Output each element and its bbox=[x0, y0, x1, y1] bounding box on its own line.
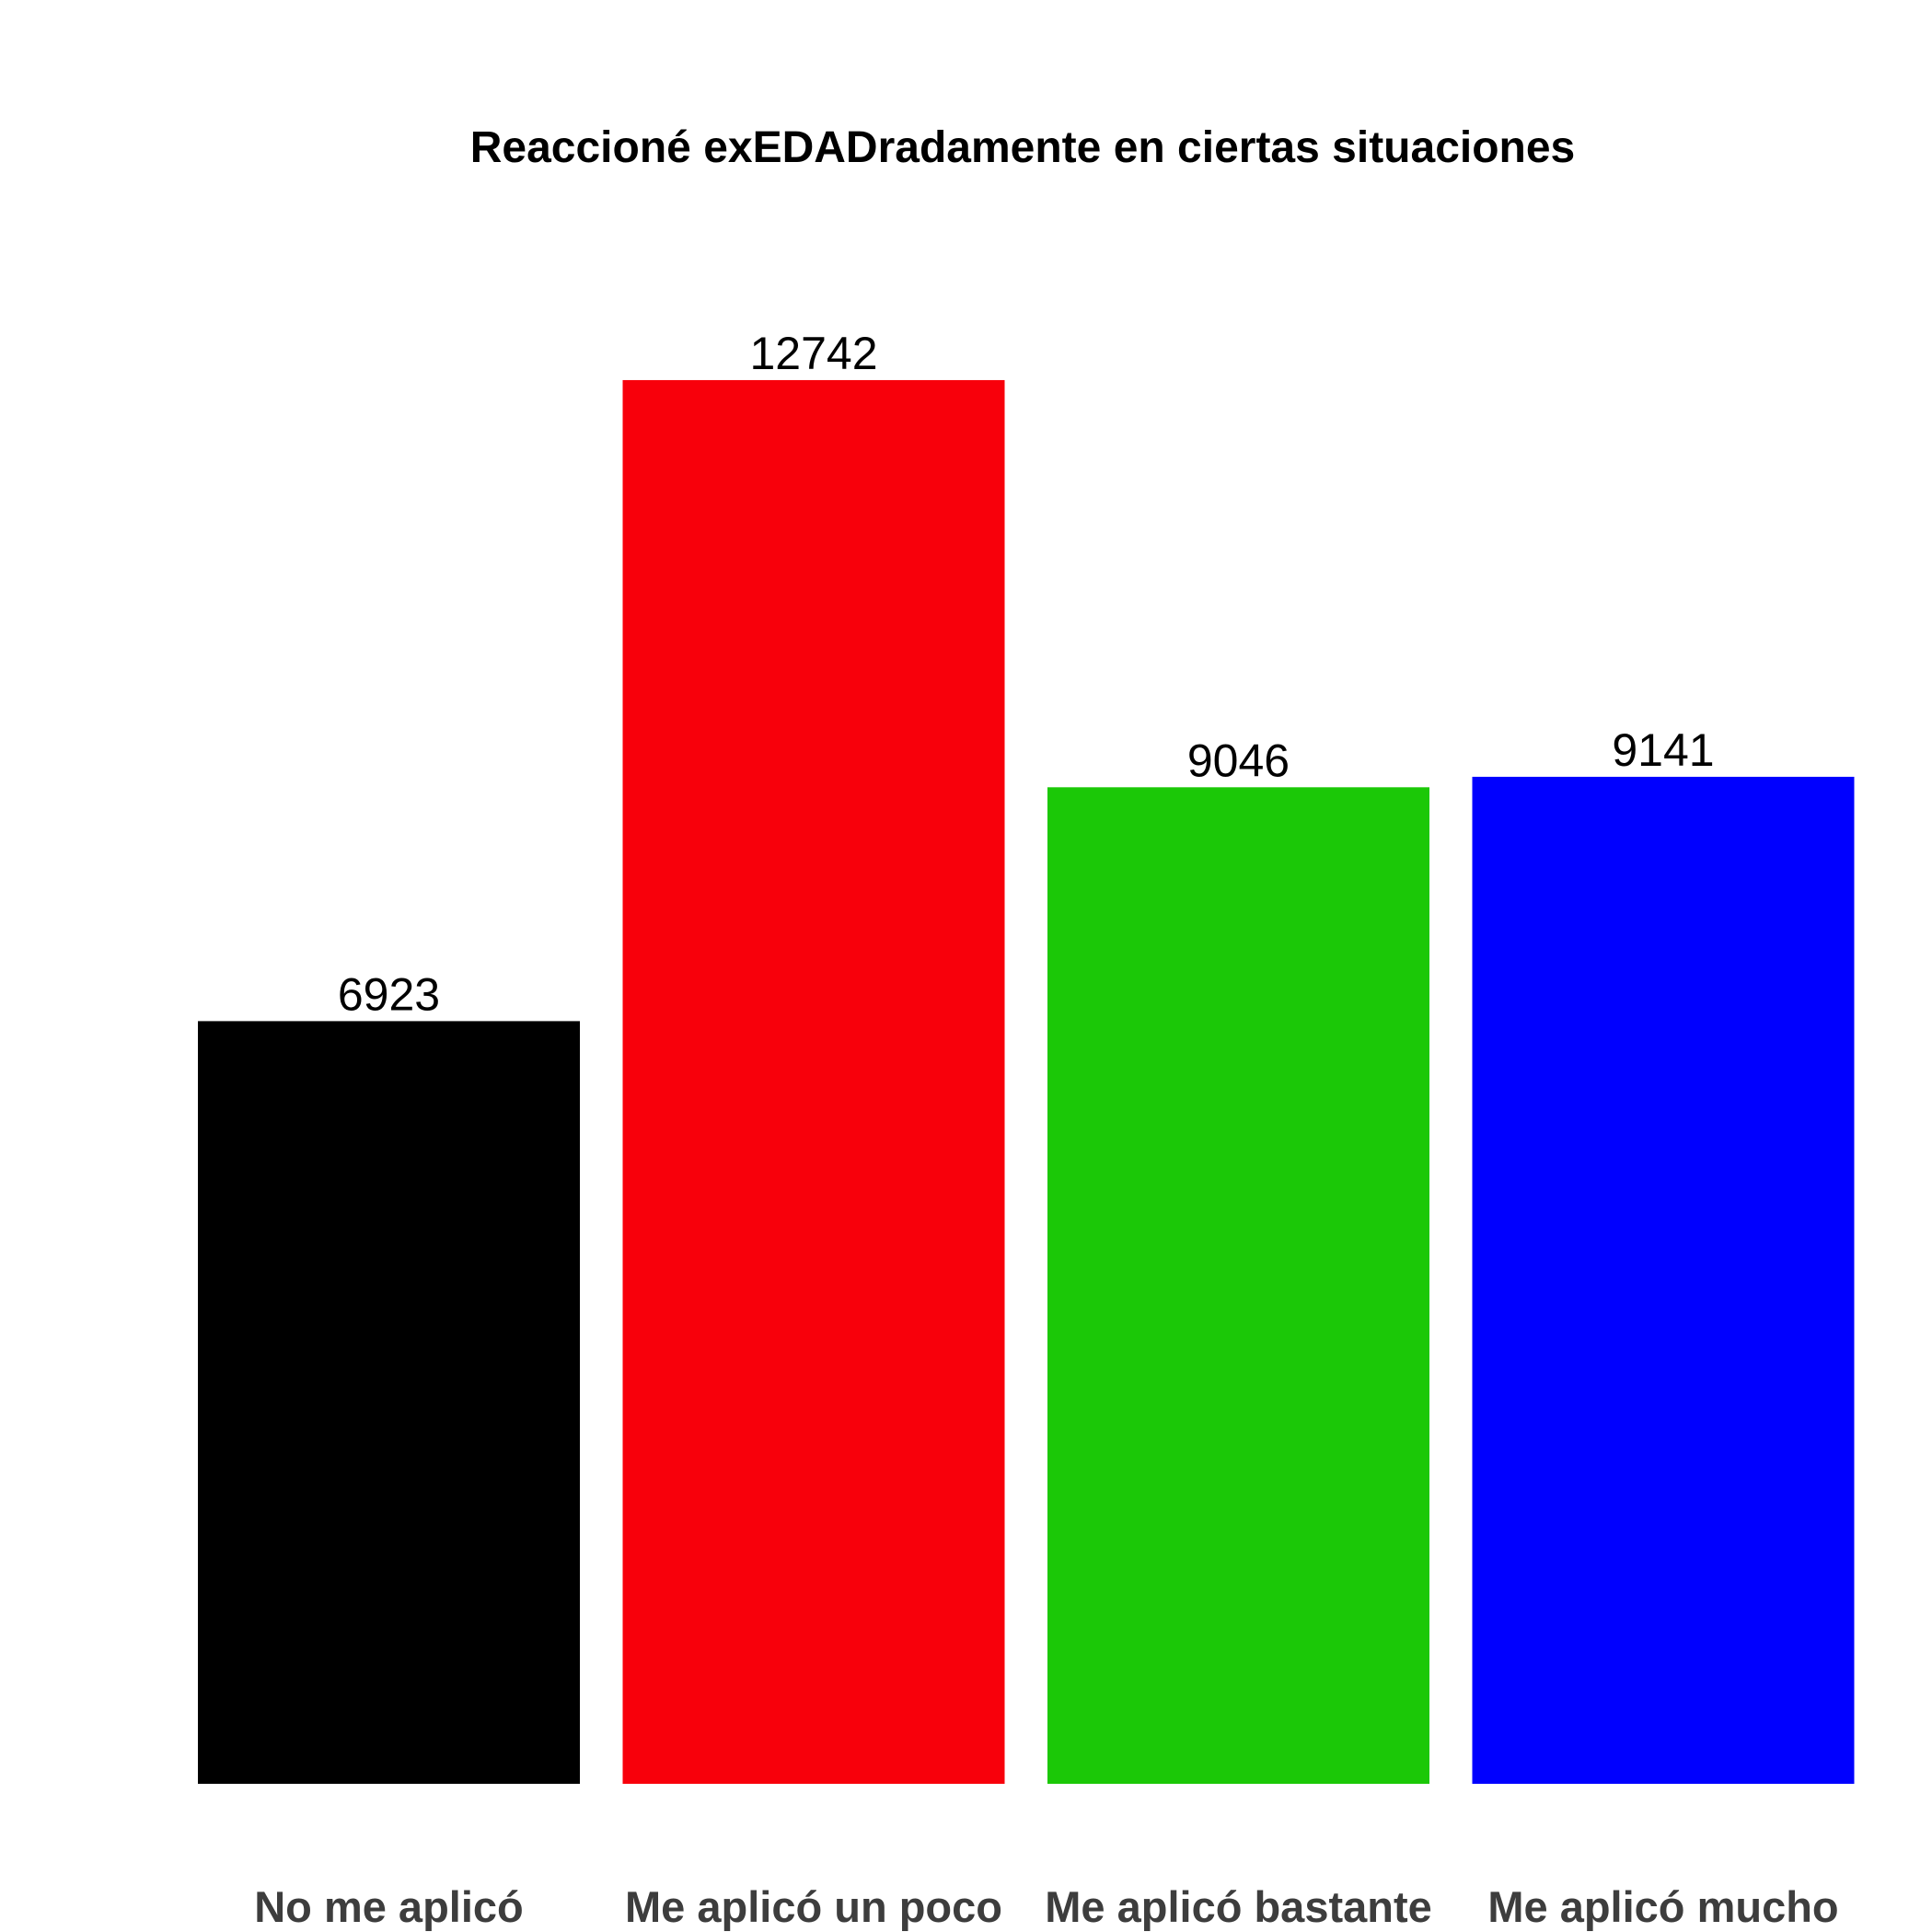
bar-2 bbox=[622, 379, 1005, 1784]
bars-group bbox=[198, 379, 1855, 1784]
bar-1 bbox=[198, 1021, 580, 1784]
x-tick-label-4: Me aplicó mucho bbox=[1487, 1882, 1838, 1931]
data-label-2: 12742 bbox=[749, 328, 877, 379]
x-tick-label-1: No me aplicó bbox=[254, 1882, 524, 1931]
x-tick-labels-group: No me aplicó Me aplicó un poco Me aplicó b… bbox=[254, 1882, 1838, 1931]
x-tick-label-3: Me aplicó bastante bbox=[1045, 1882, 1432, 1931]
value-labels-group: 6923 12742 9046 9141 bbox=[338, 328, 1715, 1020]
data-label-3: 9046 bbox=[1187, 735, 1290, 786]
bar-4 bbox=[1472, 776, 1855, 1784]
x-tick-label-2: Me aplicó un poco bbox=[625, 1882, 1002, 1931]
data-label-4: 9141 bbox=[1612, 724, 1714, 776]
bar-3 bbox=[1047, 787, 1429, 1784]
data-label-1: 6923 bbox=[338, 968, 440, 1020]
chart-title: Reaccioné exEDADradamente en ciertas sit… bbox=[470, 123, 1576, 172]
